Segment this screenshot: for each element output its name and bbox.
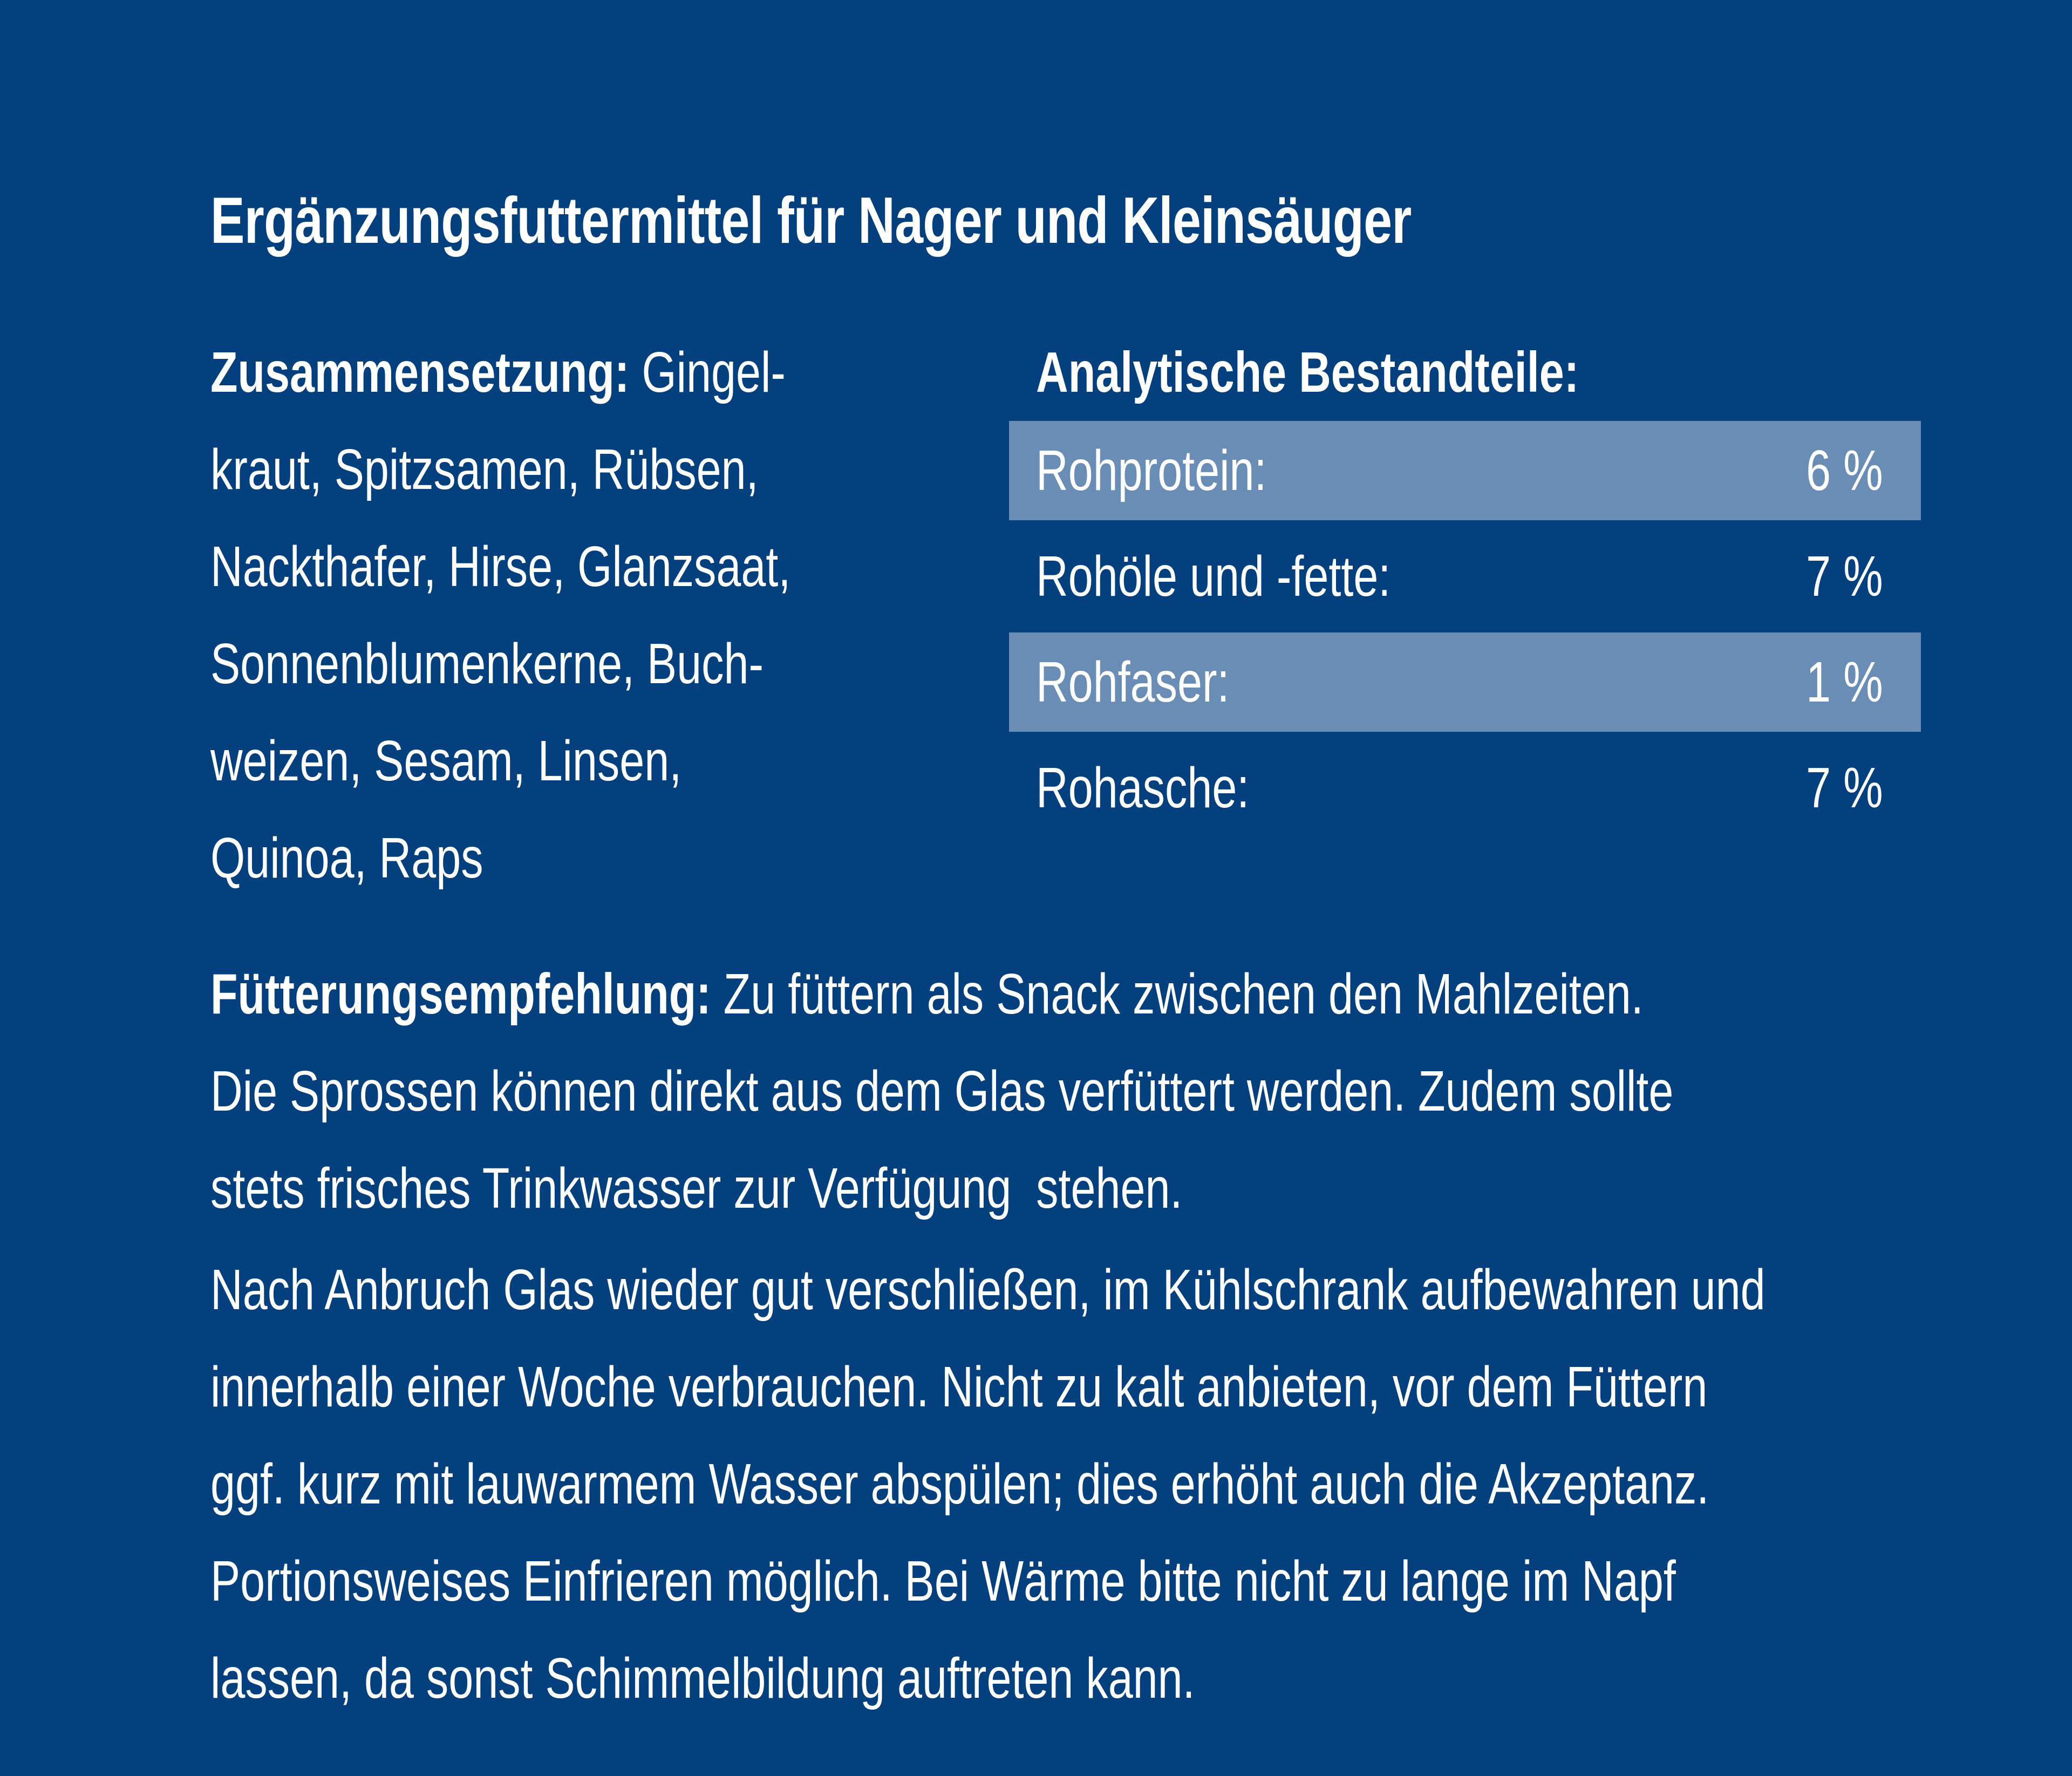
storage-line: Nach Anbruch Glas wieder gut verschließe… — [210, 1241, 1937, 1338]
storage-text: innerhalb einer Woche verbrauchen. Nicht… — [210, 1355, 1708, 1419]
nutrient-label: Rohöle und -fette: — [1036, 544, 1391, 608]
feeding-recommendation-section: Fütterungsempfehlung: Zu füttern als Sna… — [210, 945, 1937, 1237]
feeding-line: Die Sprossen können direkt aus dem Glas … — [210, 1043, 1937, 1140]
composition-line: kraut, Spitzsamen, Rübsen, — [210, 421, 1041, 518]
storage-text: ggf. kurz mit lauwarmem Wasser abspülen;… — [210, 1452, 1709, 1516]
storage-line: Portionsweises Einfrieren möglich. Bei W… — [210, 1533, 1937, 1630]
composition-line: Quinoa, Raps — [210, 809, 1041, 907]
nutrient-row: Rohfaser: 1 % — [1009, 632, 1921, 732]
feeding-text: Die Sprossen können direkt aus dem Glas … — [210, 1059, 1674, 1123]
storage-text: Portionsweises Einfrieren möglich. Bei W… — [210, 1549, 1676, 1613]
feeding-line: stets frisches Trinkwasser zur Verfügung… — [210, 1140, 1937, 1237]
analysis-heading: Analytische Bestandteile: — [1036, 341, 1579, 404]
composition-section: Zusammensetzung: Gingel- kraut, Spitzsam… — [210, 324, 1041, 907]
storage-instructions-section: Nach Anbruch Glas wieder gut verschließe… — [210, 1241, 1937, 1727]
storage-text: Nach Anbruch Glas wieder gut verschließe… — [210, 1258, 1766, 1322]
composition-line: Nackthafer, Hirse, Glanzsaat, — [210, 518, 1041, 615]
composition-text: kraut, Spitzsamen, Rübsen, — [210, 438, 759, 501]
page-title: Ergänzungsfuttermittel für Nager und Kle… — [210, 182, 1750, 258]
composition-label: Zusammensetzung: — [210, 341, 630, 404]
nutrient-value: 1 % — [1806, 650, 1883, 714]
nutrient-label: Rohprotein: — [1036, 438, 1267, 502]
composition-line: Zusammensetzung: Gingel- — [210, 324, 1041, 421]
nutrient-value: 7 % — [1806, 756, 1883, 820]
composition-text: Quinoa, Raps — [210, 826, 483, 890]
composition-line: Sonnenblumenkerne, Buch- — [210, 615, 1041, 712]
analysis-section: Analytische Bestandteile: Rohprotein: 6 … — [1009, 324, 1921, 844]
nutrient-row: Rohasche: 7 % — [1009, 738, 1921, 838]
nutrient-row: Rohprotein: 6 % — [1009, 421, 1921, 520]
composition-text: Gingel- — [629, 341, 786, 404]
composition-line: weizen, Sesam, Linsen, — [210, 712, 1041, 809]
composition-text: Nackthafer, Hirse, Glanzsaat, — [210, 535, 791, 598]
storage-line: lassen, da sonst Schimmelbildung auftret… — [210, 1630, 1937, 1727]
feeding-label: Fütterungsempfehlung: — [210, 962, 711, 1026]
storage-text: lassen, da sonst Schimmelbildung auftret… — [210, 1646, 1195, 1710]
nutrient-label: Rohasche: — [1036, 756, 1250, 820]
nutrient-row: Rohöle und -fette: 7 % — [1009, 527, 1921, 626]
feeding-text: Zu füttern als Snack zwischen den Mahlze… — [711, 962, 1644, 1026]
storage-line: ggf. kurz mit lauwarmem Wasser abspülen;… — [210, 1435, 1937, 1533]
nutrient-value: 6 % — [1806, 438, 1883, 502]
feeding-line: Fütterungsempfehlung: Zu füttern als Sna… — [210, 945, 1937, 1043]
composition-text: Sonnenblumenkerne, Buch- — [210, 632, 764, 696]
storage-line: innerhalb einer Woche verbrauchen. Nicht… — [210, 1338, 1937, 1435]
page-title-text: Ergänzungsfuttermittel für Nager und Kle… — [210, 183, 1412, 257]
nutrient-label: Rohfaser: — [1036, 650, 1230, 714]
composition-text: weizen, Sesam, Linsen, — [210, 729, 682, 793]
feeding-text: stets frisches Trinkwasser zur Verfügung… — [210, 1156, 1183, 1220]
nutrient-value: 7 % — [1806, 544, 1883, 608]
